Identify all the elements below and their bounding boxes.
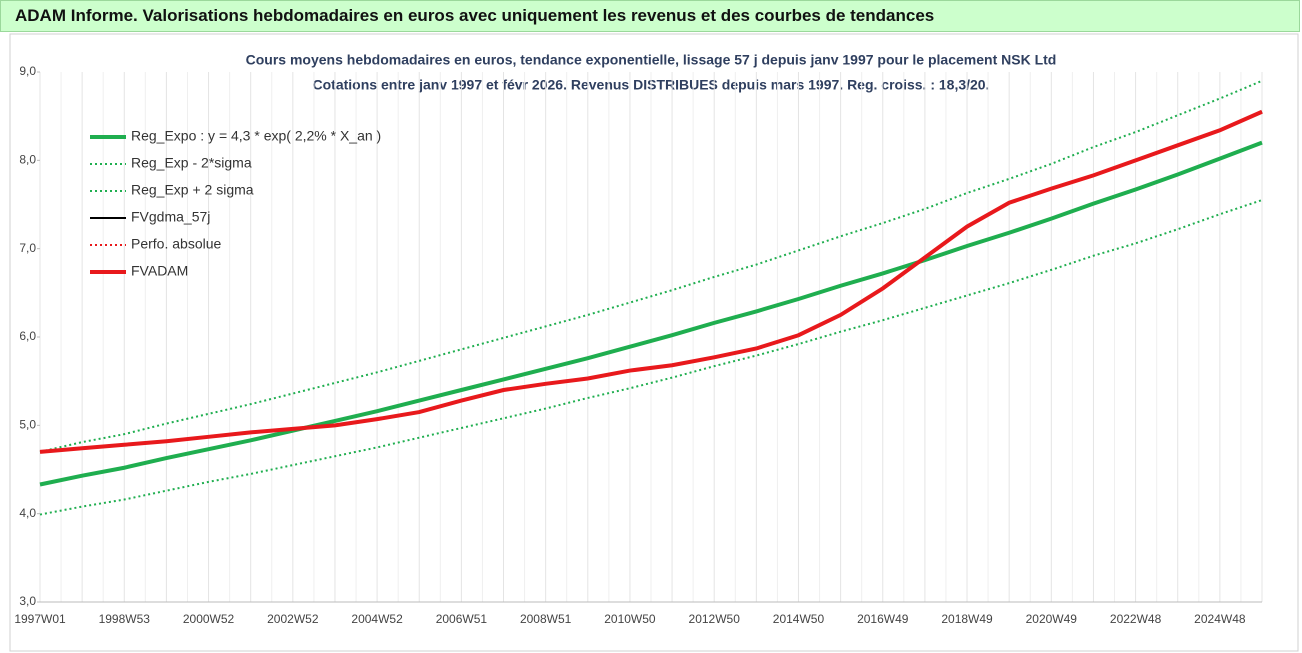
y-tick-label: 9,0 (19, 64, 36, 78)
x-tick-label: 2002W52 (267, 612, 319, 626)
chart: Cours moyens hebdomadaires en euros, ten… (9, 33, 1299, 652)
header-title: ADAM Informe. Valorisations hebdomadaire… (0, 0, 1300, 32)
x-tick-label: 2008W51 (520, 612, 572, 626)
y-tick-label: 4,0 (19, 506, 36, 520)
x-tick-label: 1998W53 (99, 612, 151, 626)
x-tick-label: 2014W50 (773, 612, 825, 626)
legend-label: Reg_Expo : y = 4,3 * exp( 2,2% * X_an ) (131, 128, 381, 144)
x-tick-label: 2024W48 (1194, 612, 1246, 626)
x-tick-label: 2012W50 (689, 612, 741, 626)
chart-title: Cours moyens hebdomadaires en euros, ten… (246, 52, 1057, 68)
y-tick-label: 3,0 (19, 594, 36, 608)
x-tick-label: 1997W01 (14, 612, 66, 626)
legend-label: Perfo. absolue (131, 236, 221, 252)
x-tick-label: 2006W51 (436, 612, 488, 626)
x-tick-label: 2020W49 (1026, 612, 1078, 626)
x-tick-label: 2018W49 (941, 612, 993, 626)
legend-label: Reg_Exp - 2*sigma (131, 155, 252, 171)
y-tick-label: 6,0 (19, 329, 36, 343)
x-tick-label: 2004W52 (351, 612, 403, 626)
x-tick-label: 2016W49 (857, 612, 909, 626)
legend-label: FVADAM (131, 263, 188, 279)
series-line (39, 140, 1263, 487)
series-line (39, 79, 1263, 453)
chart-frame (9, 33, 1299, 652)
x-tick-label: 2000W52 (183, 612, 235, 626)
legend-label: FVgdma_57j (131, 209, 210, 225)
y-tick-label: 5,0 (19, 418, 36, 432)
y-tick-label: 7,0 (19, 241, 36, 255)
legend-label: Reg_Exp + 2 sigma (131, 182, 254, 198)
series-line (39, 199, 1263, 516)
x-tick-label: 2022W48 (1110, 612, 1162, 626)
series-line (39, 109, 1263, 454)
x-tick-label: 2010W50 (604, 612, 656, 626)
y-tick-label: 8,0 (19, 153, 36, 167)
